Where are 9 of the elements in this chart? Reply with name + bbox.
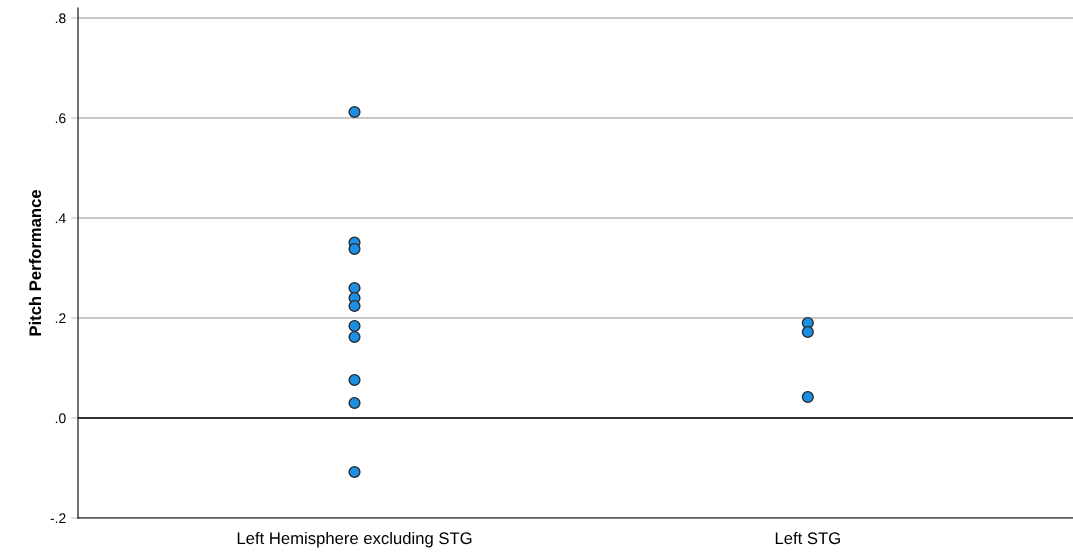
y-tick-label: .6 (55, 113, 66, 124)
y-tick-label: .4 (55, 213, 66, 224)
x-tick-label: Left STG (775, 531, 840, 545)
y-tick-label: .0 (55, 413, 66, 424)
y-tick-label: .8 (55, 13, 66, 24)
y-tick-label: -.2 (50, 513, 66, 524)
x-tick-label: Left Hemisphere excluding STG (237, 531, 472, 548)
y-axis-title: Pitch Performance (28, 189, 42, 336)
y-tick-label: .2 (55, 313, 66, 324)
